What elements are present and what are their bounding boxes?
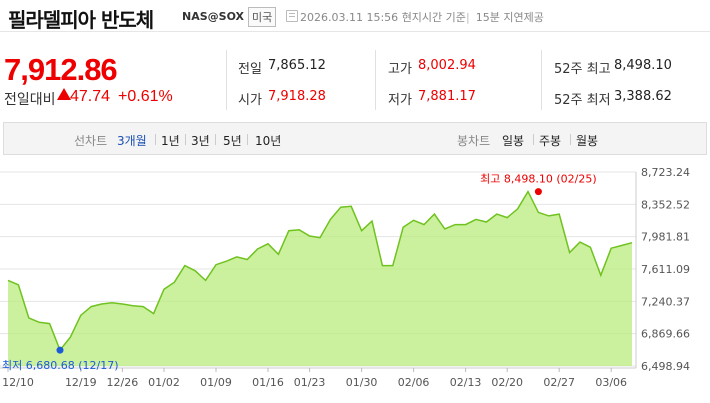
tab-3year[interactable]: 3년 bbox=[191, 134, 210, 148]
y-axis-labels: 8,723.24 8,352.52 7,981.81 7,611.09 7,240.37… bbox=[641, 166, 690, 373]
change-label: 전일대비 bbox=[4, 92, 56, 108]
high-marker bbox=[534, 188, 542, 196]
page-title: 필라델피아 반도체 bbox=[8, 8, 154, 32]
ticker-code: NAS@SOX bbox=[182, 10, 245, 23]
timestamp-value: 2026.03.11 15:56 bbox=[300, 11, 399, 24]
low-label: 최저 6,680.68 (12/17) bbox=[2, 359, 119, 372]
x-tick-label: 12/26 bbox=[107, 376, 139, 389]
x-tick-label: 01/16 bbox=[252, 376, 284, 389]
stat-divider bbox=[226, 50, 227, 110]
x-tick-label: 12/19 bbox=[65, 376, 97, 389]
tab-separator bbox=[185, 134, 186, 145]
y-tick-label: 6,498.94 bbox=[641, 360, 690, 373]
y-tick-label: 6,869.66 bbox=[641, 328, 690, 341]
tab-separator bbox=[247, 134, 248, 145]
up-arrow-icon bbox=[57, 88, 71, 100]
tab-daily[interactable]: 일봉 bbox=[502, 134, 525, 148]
low52-value: 3,388.62 bbox=[614, 89, 672, 104]
open-value: 7,918.28 bbox=[268, 89, 326, 104]
change-value: 47.74 bbox=[70, 88, 111, 105]
current-price: 7,912.86 bbox=[4, 52, 118, 87]
x-tick-label: 01/23 bbox=[294, 376, 326, 389]
tab-5year[interactable]: 5년 bbox=[223, 134, 242, 148]
high52-label: 52주 최고 bbox=[554, 62, 611, 77]
x-tick-label: 12/10 bbox=[2, 376, 34, 389]
delay-text: 15분 지연제공 bbox=[475, 11, 544, 24]
x-tick-label: 02/20 bbox=[491, 376, 523, 389]
low52-label: 52주 최저 bbox=[554, 93, 611, 108]
y-tick-label: 8,352.52 bbox=[641, 198, 690, 211]
x-axis-labels: 12/10 12/19 12/26 01/02 01/09 01/16 01/23 01/30… bbox=[2, 368, 627, 389]
y-tick-label: 7,611.09 bbox=[641, 263, 690, 276]
tab-separator bbox=[155, 134, 156, 145]
prev-close-value: 7,865.12 bbox=[268, 58, 326, 73]
stat-divider bbox=[541, 50, 542, 110]
tab-weekly[interactable]: 주봉 bbox=[539, 134, 562, 148]
line-chart-label: 선차트 bbox=[74, 134, 108, 148]
delay-note: | 15분 지연제공 bbox=[466, 11, 544, 24]
tab-10year[interactable]: 10년 bbox=[255, 134, 282, 148]
candle-chart-label: 봉차트 bbox=[457, 134, 491, 148]
open-label: 시가 bbox=[238, 93, 262, 108]
timestamp: 2026.03.11 15:56 현지시간 기준 bbox=[300, 9, 466, 25]
market-badge: 미국 bbox=[248, 7, 277, 27]
header: 필라델피아 반도체 NAS@SOX 미국 2026.03.11 15:56 현지… bbox=[0, 0, 710, 32]
y-tick-label: 7,240.37 bbox=[641, 295, 690, 308]
tab-1year[interactable]: 1년 bbox=[161, 134, 180, 148]
y-tick-label: 7,981.81 bbox=[641, 231, 690, 244]
high-label: 최고 8,498.10 (02/25) bbox=[480, 173, 597, 186]
x-tick-label: 01/30 bbox=[346, 376, 378, 389]
price-line bbox=[7, 190, 633, 352]
x-tick-label: 02/27 bbox=[543, 376, 575, 389]
header-divider bbox=[0, 31, 710, 32]
tab-separator bbox=[215, 134, 216, 145]
change-percent: +0.61% bbox=[118, 88, 173, 105]
x-tick-label: 01/09 bbox=[200, 376, 232, 389]
x-tick-label: 01/02 bbox=[148, 376, 180, 389]
tab-separator bbox=[533, 134, 534, 145]
x-tick-label: 02/13 bbox=[450, 376, 482, 389]
stat-divider bbox=[375, 50, 376, 110]
tab-3month[interactable]: 3개월 bbox=[117, 134, 147, 148]
tab-separator bbox=[570, 134, 571, 145]
low-marker bbox=[56, 346, 64, 354]
tab-monthly[interactable]: 월봉 bbox=[576, 134, 599, 148]
calendar-icon bbox=[286, 10, 298, 22]
x-tick-label: 03/06 bbox=[595, 376, 627, 389]
y-tick-label: 8,723.24 bbox=[641, 166, 690, 179]
high-value: 8,002.94 bbox=[418, 58, 476, 73]
chart-area bbox=[7, 190, 633, 366]
x-tick-label: 02/06 bbox=[398, 376, 430, 389]
low-label: 저가 bbox=[388, 93, 412, 108]
chart-period-tabs: 선차트 3개월 1년 3년 5년 10년 봉차트 일봉 주봉 월봉 bbox=[3, 122, 707, 155]
time-note: 현지시간 기준 bbox=[401, 11, 466, 24]
price-area bbox=[8, 191, 632, 366]
low-value: 7,881.17 bbox=[418, 89, 476, 104]
price-chart: 8,723.24 8,352.52 7,981.81 7,611.09 7,240.37… bbox=[0, 166, 690, 389]
high52-value: 8,498.10 bbox=[614, 58, 672, 73]
chart-markers: 최고 8,498.10 (02/25) 최저 6,680.68 (12/17) bbox=[2, 173, 597, 373]
prev-close-label: 전일 bbox=[238, 62, 262, 77]
high-label: 고가 bbox=[388, 62, 412, 77]
